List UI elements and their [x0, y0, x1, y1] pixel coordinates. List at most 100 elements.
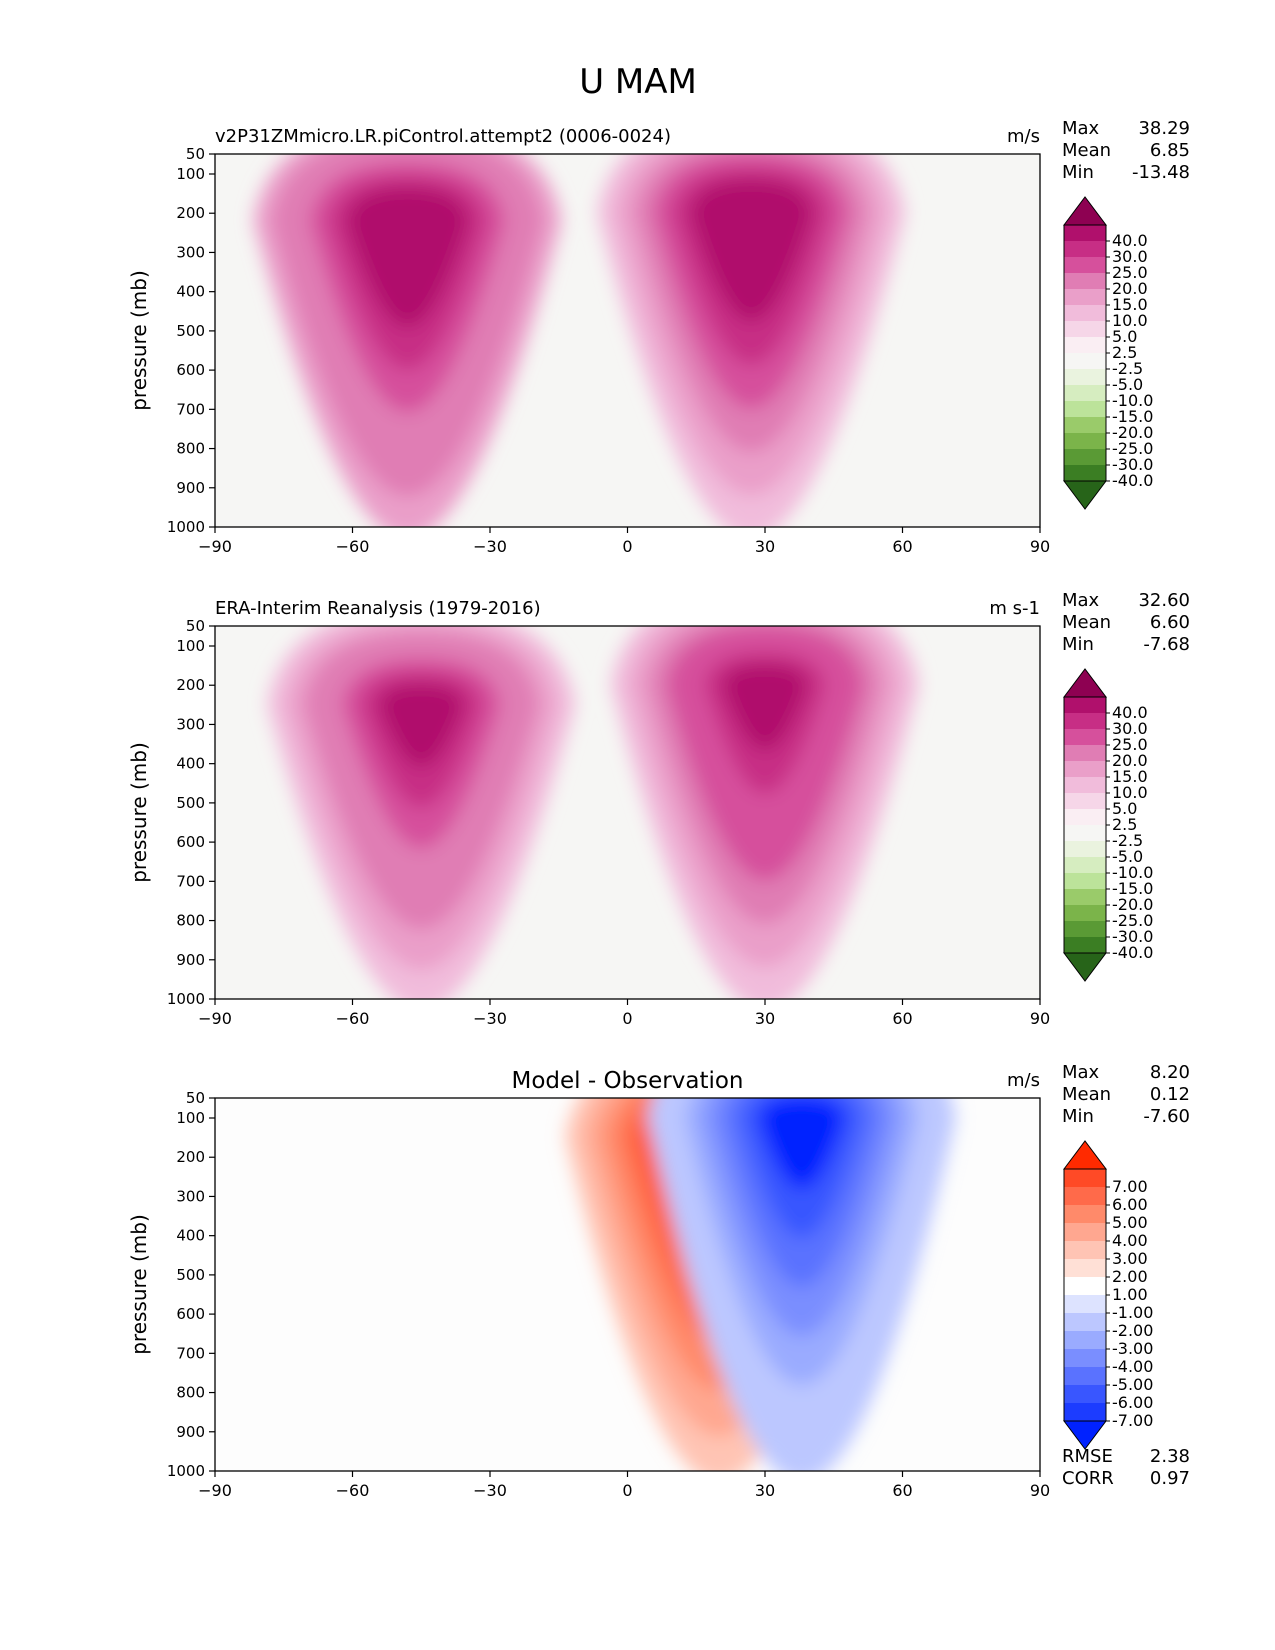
colorbar-top-extension — [1063, 668, 1107, 698]
colorbar-tick-label: 40.0 — [1112, 231, 1148, 250]
colorbar-tick-label: -4.00 — [1112, 1357, 1153, 1376]
colorbar: 40.030.025.020.015.010.05.02.5-2.5-5.0-1… — [1063, 196, 1153, 510]
x-tick-label: −90 — [198, 1009, 232, 1028]
colorbar-segment — [1064, 385, 1106, 401]
x-tick-label: −60 — [336, 537, 370, 556]
y-axis-label: pressure (mb) — [127, 270, 151, 411]
colorbar-segment — [1064, 1403, 1106, 1421]
x-tick-label: 30 — [755, 537, 775, 556]
colorbar-segment — [1064, 889, 1106, 905]
colorbar-tick-label: 4.00 — [1112, 1231, 1148, 1250]
colorbar-segment — [1064, 449, 1106, 465]
panel-title: ERA-Interim Reanalysis (1979-2016) — [215, 598, 541, 619]
colorbar-tick-label: -2.5 — [1112, 831, 1143, 850]
stat-label: Max — [1062, 118, 1100, 139]
stat-value: -7.68 — [1143, 634, 1190, 655]
stat-value: 6.85 — [1150, 140, 1190, 161]
colorbar-segment — [1064, 809, 1106, 825]
colorbar-tick-label: 6.00 — [1112, 1195, 1148, 1214]
stat-label: Min — [1062, 634, 1094, 655]
x-tick-label: 30 — [755, 1009, 775, 1028]
colorbar-segment — [1064, 1295, 1106, 1313]
y-tick-label: 700 — [176, 400, 205, 418]
x-tick-label: 0 — [622, 1009, 632, 1028]
y-tick-label: 800 — [176, 440, 205, 458]
y-axis-label: pressure (mb) — [127, 1214, 151, 1355]
colorbar-tick-label: -10.0 — [1112, 863, 1153, 882]
y-tick-label: 300 — [176, 243, 205, 261]
stat-value: -13.48 — [1132, 162, 1190, 183]
colorbar-tick-label: 5.00 — [1112, 1213, 1148, 1232]
colorbar-tick-label: -3.00 — [1112, 1339, 1153, 1358]
colorbar-tick-label: 5.0 — [1112, 799, 1137, 818]
stat-value: 32.60 — [1138, 590, 1190, 611]
contour-band-1-6 — [722, 664, 808, 751]
colorbar-segment — [1064, 921, 1106, 937]
colorbar-segment — [1064, 433, 1106, 449]
stat-label: Max — [1062, 590, 1100, 611]
y-tick-label: 1000 — [167, 990, 205, 1008]
stat-label: Min — [1062, 162, 1094, 183]
y-tick-label: 500 — [176, 794, 205, 812]
colorbar-tick-label: 10.0 — [1112, 783, 1148, 802]
colorbar-segment — [1064, 289, 1106, 305]
colorbar-segment — [1064, 697, 1106, 713]
colorbar-tick-label: 20.0 — [1112, 279, 1148, 298]
colorbar-tick-label: -40.0 — [1112, 943, 1153, 962]
panel-title: v2P31ZMmicro.LR.piControl.attempt2 (0006… — [215, 126, 671, 147]
y-axis-label: pressure (mb) — [127, 742, 151, 883]
colorbar-segment — [1064, 401, 1106, 417]
colorbar-top-extension — [1063, 196, 1107, 226]
colorbar-segment — [1064, 857, 1106, 873]
colorbar-segment — [1064, 713, 1106, 729]
x-tick-label: 0 — [622, 537, 632, 556]
colorbar-segment — [1064, 1241, 1106, 1259]
x-tick-label: −60 — [336, 1481, 370, 1500]
contour-field — [253, 154, 906, 527]
x-tick-label: 90 — [1030, 537, 1050, 556]
colorbar-bottom-extension — [1063, 480, 1107, 510]
colorbar-segment — [1064, 241, 1106, 257]
colorbar-segment — [1064, 1277, 1106, 1295]
x-tick-label: −90 — [198, 537, 232, 556]
x-tick-label: −30 — [473, 537, 507, 556]
y-tick-label: 50 — [186, 617, 205, 635]
x-tick-label: −60 — [336, 1009, 370, 1028]
colorbar-tick-label: 25.0 — [1112, 263, 1148, 282]
contour-band-0-6 — [378, 683, 464, 768]
colorbar-tick-label: 30.0 — [1112, 719, 1148, 738]
colorbar-segment — [1064, 417, 1106, 433]
metric-label: CORR — [1062, 1468, 1114, 1489]
colorbar-segment — [1064, 305, 1106, 321]
y-tick-label: 50 — [186, 1089, 205, 1107]
stat-label: Mean — [1062, 1084, 1111, 1105]
colorbar-tick-label: -30.0 — [1112, 455, 1153, 474]
colorbar: 40.030.025.020.015.010.05.02.5-2.5-5.0-1… — [1063, 668, 1153, 982]
y-tick-label: 300 — [176, 1187, 205, 1205]
contour-band-1-6 — [759, 1098, 845, 1189]
colorbar-segment — [1064, 1259, 1106, 1277]
colorbar-tick-label: -2.00 — [1112, 1321, 1153, 1340]
metric-value: 0.97 — [1150, 1468, 1190, 1489]
colorbar-tick-label: 2.00 — [1112, 1267, 1148, 1286]
colorbar-tick-label: -7.00 — [1112, 1411, 1153, 1430]
units-label: m/s — [1007, 1070, 1040, 1091]
colorbar-segment — [1064, 1187, 1106, 1205]
stat-value: 8.20 — [1150, 1062, 1190, 1083]
colorbar-tick-label: -20.0 — [1112, 895, 1153, 914]
panel-title: Model - Observation — [511, 1068, 743, 1094]
colorbar-tick-label: 15.0 — [1112, 767, 1148, 786]
y-tick-label: 700 — [176, 872, 205, 890]
contour-band-1-6 — [708, 192, 794, 279]
colorbar-tick-label: 30.0 — [1112, 247, 1148, 266]
colorbar-segment — [1064, 1169, 1106, 1187]
y-tick-label: 50 — [186, 145, 205, 163]
y-tick-label: 500 — [176, 1266, 205, 1284]
stat-value: 38.29 — [1138, 118, 1190, 139]
y-tick-label: 100 — [176, 1109, 205, 1127]
contour-layers — [253, 154, 906, 527]
